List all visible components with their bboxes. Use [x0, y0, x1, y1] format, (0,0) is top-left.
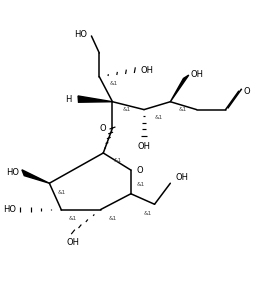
Text: &1: &1: [123, 107, 131, 112]
Text: O: O: [99, 124, 106, 132]
Text: &1: &1: [57, 190, 65, 195]
Polygon shape: [78, 96, 112, 102]
Text: &1: &1: [114, 159, 122, 163]
Text: &1: &1: [155, 115, 163, 120]
Text: &1: &1: [178, 107, 186, 112]
Text: OH: OH: [176, 174, 189, 182]
Text: HO: HO: [6, 168, 19, 177]
Polygon shape: [22, 170, 49, 183]
Text: H: H: [65, 95, 72, 104]
Text: &1: &1: [136, 182, 144, 187]
Text: O: O: [136, 166, 143, 175]
Text: OH: OH: [66, 238, 80, 247]
Text: HO: HO: [3, 205, 17, 214]
Text: &1: &1: [69, 216, 77, 221]
Text: HO: HO: [74, 30, 87, 39]
Text: &1: &1: [144, 211, 152, 216]
Text: O: O: [244, 87, 250, 96]
Text: OH: OH: [138, 142, 151, 151]
Text: OH: OH: [140, 66, 153, 75]
Text: OH: OH: [190, 69, 203, 79]
Polygon shape: [170, 75, 189, 102]
Text: &1: &1: [110, 81, 118, 86]
Text: &1: &1: [108, 216, 117, 221]
